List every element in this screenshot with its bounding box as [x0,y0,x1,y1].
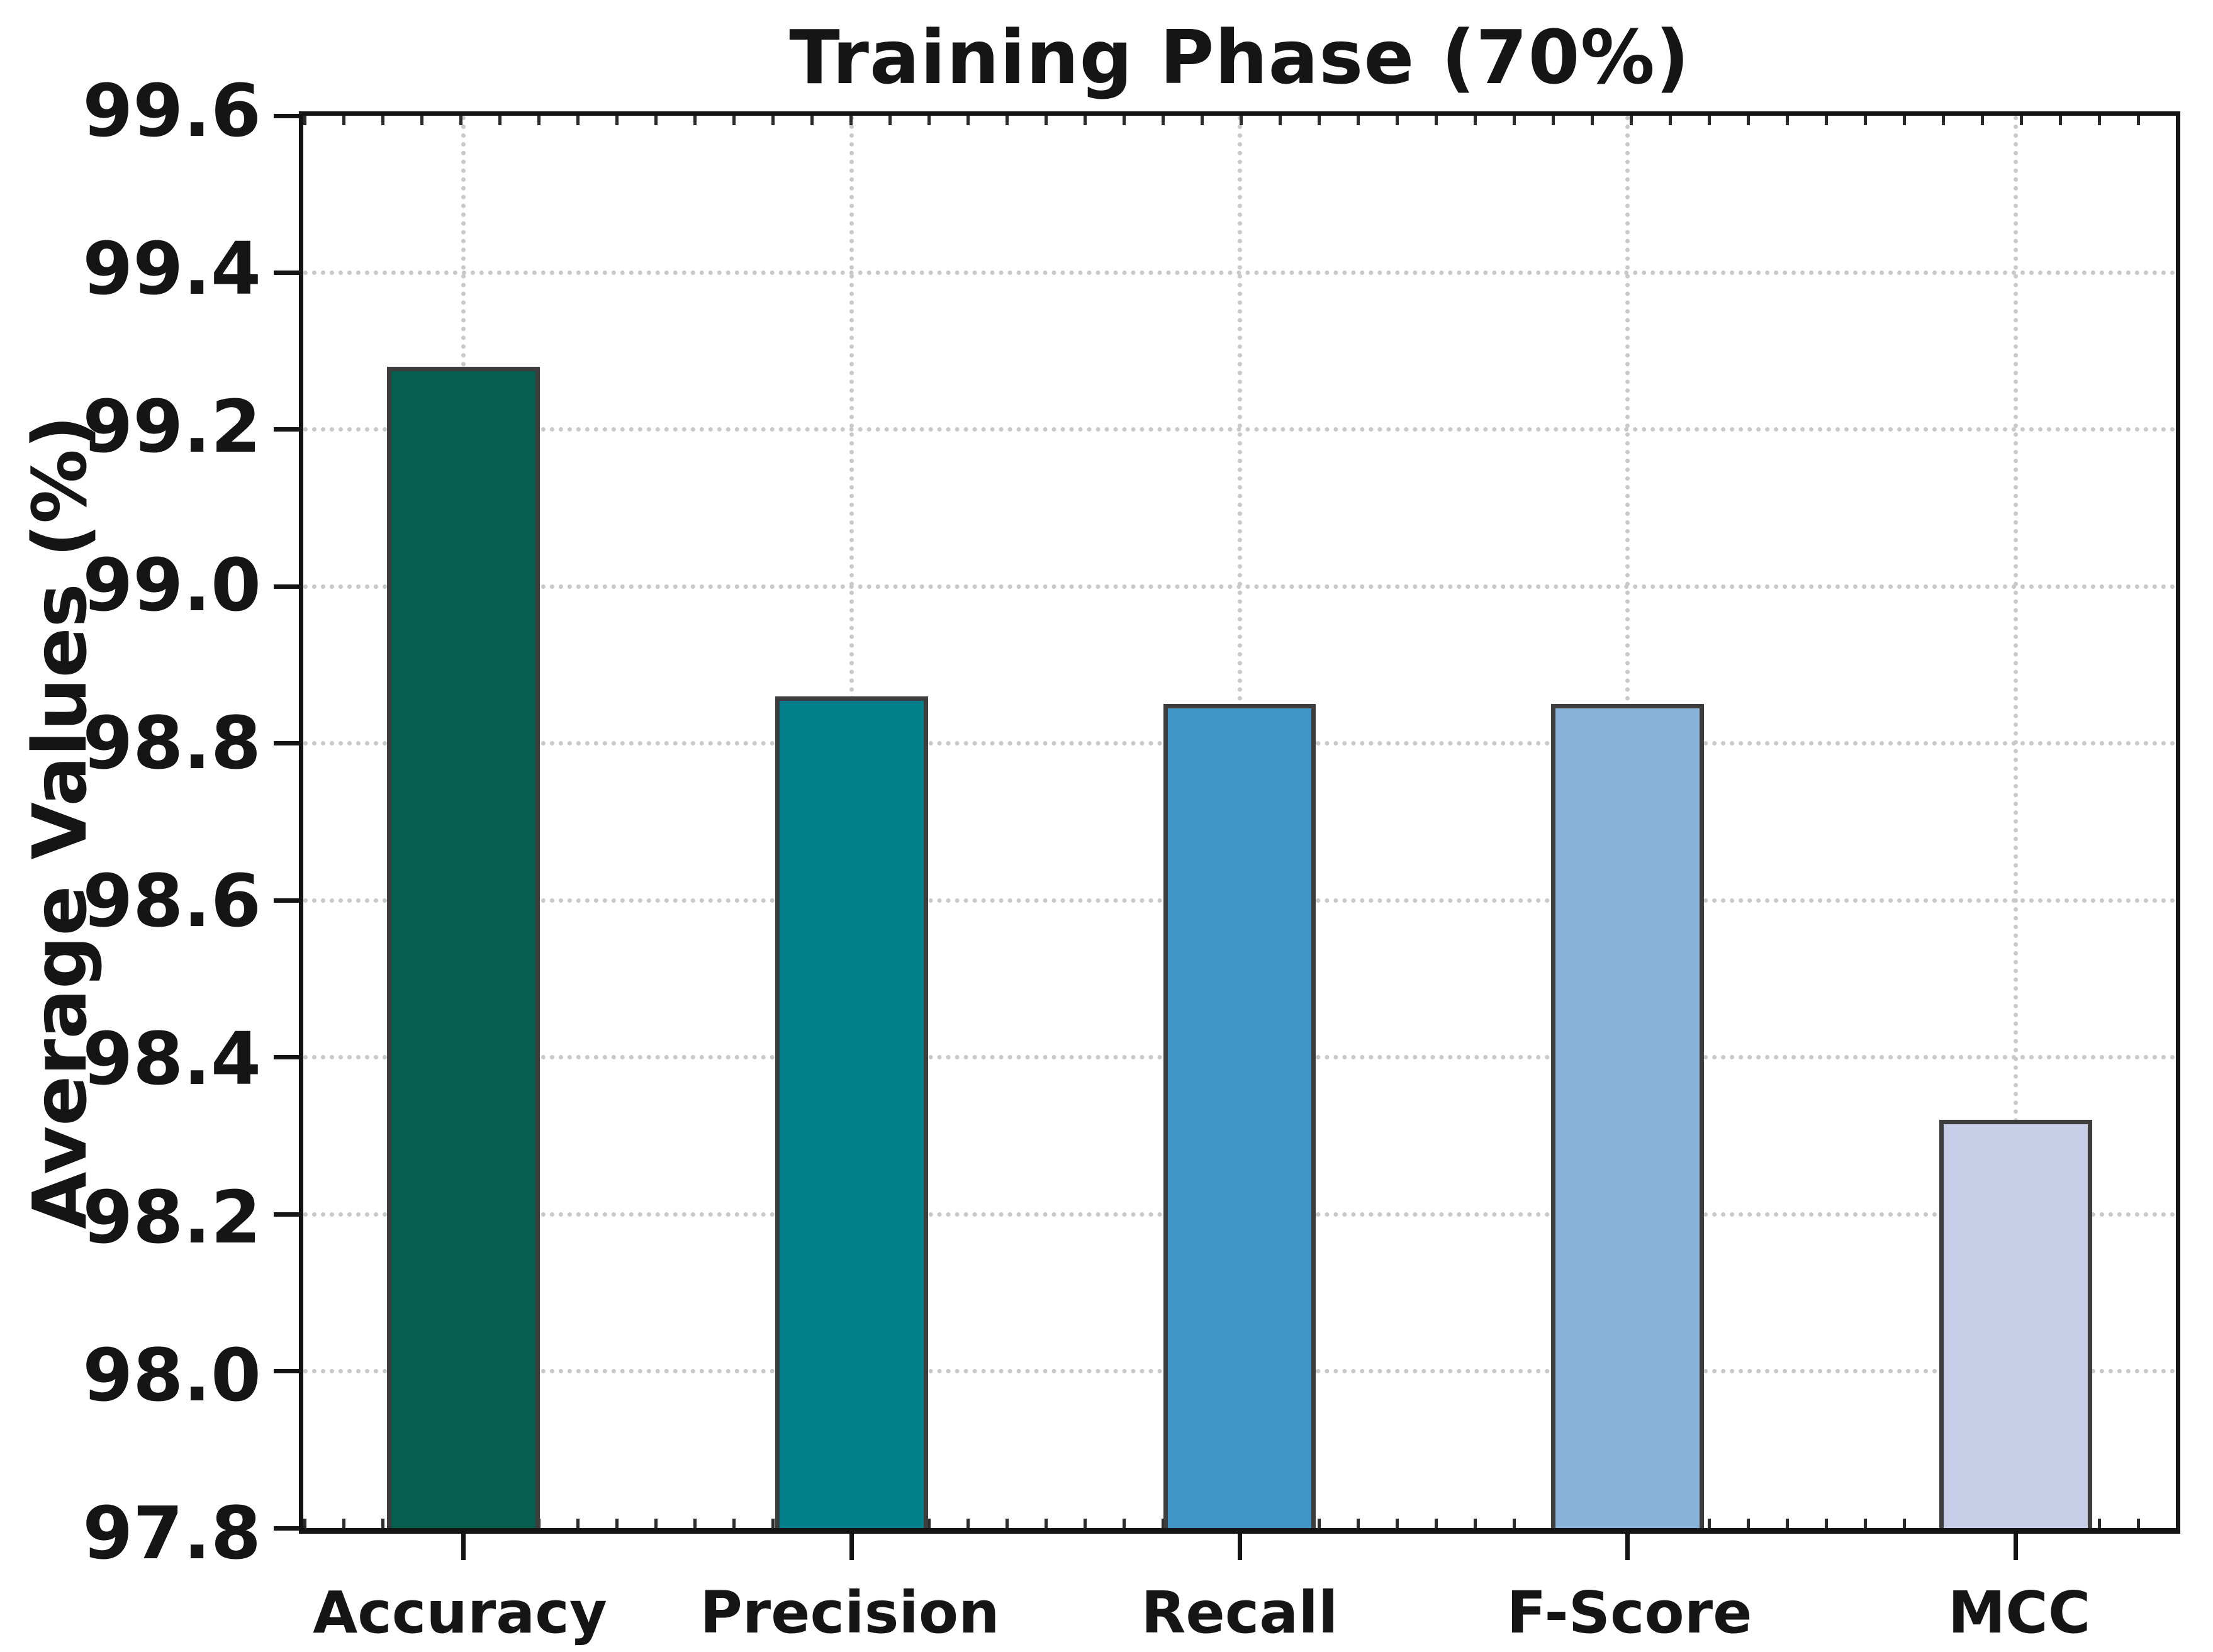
minor-ticks-top [303,116,2176,125]
y-tick-label-98.4: 98.4 [82,1017,261,1102]
y-tick-98.2 [274,1212,299,1217]
y-tick-label-98.6: 98.6 [82,859,261,944]
y-tick-98.6 [274,898,299,903]
x-tick-f-score [1625,1534,1630,1560]
bar-recall [1163,704,1316,1528]
x-tick-accuracy [461,1534,466,1560]
x-tick-label-recall: Recall [1141,1579,1338,1646]
x-tick-label-mcc: MCC [1947,1579,2091,1646]
y-tick-98.4 [274,1055,299,1060]
x-tick-label-precision: Precision [700,1579,1000,1646]
y-tick-98.8 [274,741,299,746]
y-tick-label-99.0: 99.0 [82,543,261,628]
bar-f-score [1551,704,1705,1528]
x-tick-recall [1237,1534,1242,1560]
x-tick-label-f-score: F-Score [1506,1579,1752,1646]
chart-title: Training Phase (70%) [789,14,1690,101]
y-tick-label-99.6: 99.6 [82,69,261,153]
gridline-v-mcc [2013,116,2018,1528]
y-tick-label-98.2: 98.2 [82,1175,261,1260]
y-tick-99.4 [274,270,299,275]
x-tick-mcc [2013,1534,2018,1560]
y-tick-label-98.8: 98.8 [82,701,261,786]
bar-precision [775,696,928,1528]
y-tick-98.0 [274,1369,299,1374]
plot-area [274,111,2180,1560]
y-tick-99.6 [274,113,299,118]
bar-accuracy [387,367,541,1528]
x-tick-label-accuracy: Accuracy [313,1579,607,1646]
y-tick-label-98.0: 98.0 [82,1333,261,1418]
y-axis-label-text: Average Values (%) [16,415,103,1229]
y-tick-label-99.2: 99.2 [82,385,261,470]
y-tick-label-97.8: 97.8 [82,1492,261,1576]
y-tick-99.2 [274,427,299,432]
x-tick-precision [849,1534,854,1560]
y-tick-label-99.4: 99.4 [82,227,261,312]
y-tick-99.0 [274,584,299,589]
y-tick-97.8 [274,1526,299,1531]
bar-mcc [1939,1120,2092,1528]
